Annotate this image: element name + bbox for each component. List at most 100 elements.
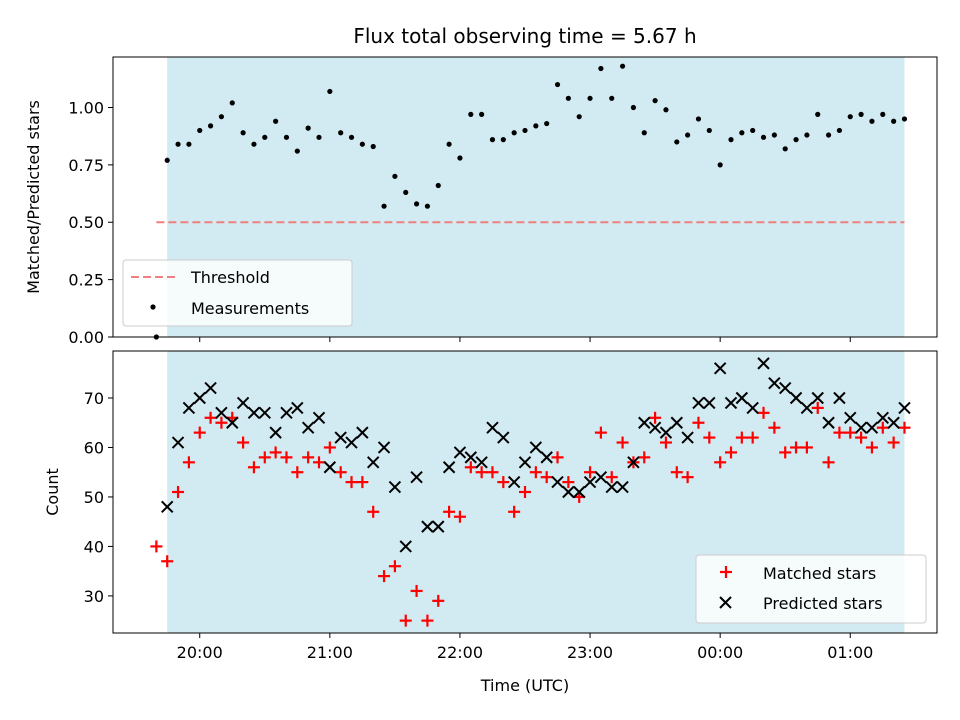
threshold-legend-label: Threshold [190,268,270,287]
predicted-star-point [583,475,597,489]
measurement-point [793,137,799,143]
x-tick-label: 21:00 [307,643,353,662]
predicted-star-point [453,446,467,459]
predicted-star-point [779,381,792,395]
matched-star-point [811,401,824,414]
measurement-point [695,116,702,122]
measurement-point [522,127,528,134]
predicted-star-point [301,421,315,434]
matched-star-point [800,441,813,454]
predicted-star-point [410,470,423,484]
matched-star-point [529,466,542,479]
predicted-star-point [291,401,304,415]
ratio-y-ticks: 0.00 0.25 0.50 0.75 1.00 [68,98,113,347]
matched-star-point [215,416,228,429]
predicted-legend-swatch [719,596,732,609]
x-tick-label: 00:00 [697,643,743,662]
matched-star-point [692,416,705,429]
predicted-star-point [182,401,196,415]
measurement-point [489,137,496,143]
matched-star-point [670,466,683,479]
y-tick-label: 0.75 [68,156,104,175]
matched-star-point [508,505,521,518]
predicted-star-point [681,431,694,444]
measurement-point [207,123,214,129]
matched-star-point [757,406,770,419]
predicted-star-point [247,406,261,420]
measurement-point [825,132,832,138]
predicted-star-point [464,451,477,464]
predicted-star-point [215,406,228,420]
matched-star-point [388,560,401,573]
measurement-point [348,134,355,140]
predicted-star-point [692,396,705,410]
predicted-star-point [800,401,814,415]
predicted-star-point [269,426,282,439]
predicted-star-point [442,461,456,474]
measurement-point [468,111,474,117]
x-tick-label: 23:00 [567,643,613,662]
measurement-point [544,120,550,127]
matched-star-point [356,476,369,489]
matched-star-point [887,436,900,449]
predicted-star-point [659,426,673,439]
matched-legend-swatch [720,566,732,578]
x-tick-label: 01:00 [827,643,873,662]
matched-star-point [150,540,163,553]
matched-legend-label: Matched stars [763,564,876,583]
y-tick-label: 60 [84,438,104,457]
matched-star-point [334,466,347,479]
predicted-star-point [204,381,217,395]
predicted-star-point [377,441,391,454]
count-legend: Matched stars Predicted stars [695,554,927,624]
matched-star-point [659,436,672,449]
measurement-point [891,118,897,124]
measurement-point [381,203,387,209]
matched-star-point [649,411,662,424]
matched-star-point [594,426,607,439]
matched-star-point [790,441,803,454]
measurement-point [533,123,539,129]
measurement-point [858,111,864,117]
y-tick-label: 0.50 [68,213,104,232]
measurement-point [576,114,582,120]
matched-star-point [768,421,781,434]
y-tick-label: 70 [84,389,104,408]
predicted-star-point [421,520,434,533]
measurement-point [305,125,311,131]
measurement-point [316,134,322,140]
measurement-point [218,114,225,120]
matched-star-point [182,456,195,469]
measurement-point [251,141,257,147]
predicted-star-point [713,362,727,375]
measurement-point [565,95,571,101]
measurement-point [804,132,810,138]
matched-star-point [172,486,185,498]
matched-star-point [486,466,499,479]
matched-star-point [584,466,597,479]
predicted-star-point [768,376,781,390]
predicted-star-point [648,421,662,434]
ratio-legend-box [122,259,353,327]
predicted-star-point [833,391,846,405]
matched-star-point [432,594,445,607]
measurement-point [717,162,723,168]
matched-star-point [519,486,531,498]
predicted-star-point [388,480,402,494]
matched-star-point [779,446,792,459]
predicted-star-point [703,396,716,410]
predicted-star-point [171,436,185,449]
matched-star-point [378,570,391,583]
matched-star-point [833,426,846,439]
predicted-star-point [226,416,239,429]
matched-star-point [421,614,434,627]
measurements-legend-swatch [150,304,156,310]
x-tick-label: 22:00 [437,643,483,662]
predicted-star-point [334,431,347,444]
measurement-point [619,63,626,69]
chart-title: Flux total observing time = 5.67 h [353,24,696,48]
predicted-star-point [854,421,868,434]
measurement-point [457,155,463,161]
matched-star-point [855,431,868,444]
matched-star-point [464,461,477,474]
